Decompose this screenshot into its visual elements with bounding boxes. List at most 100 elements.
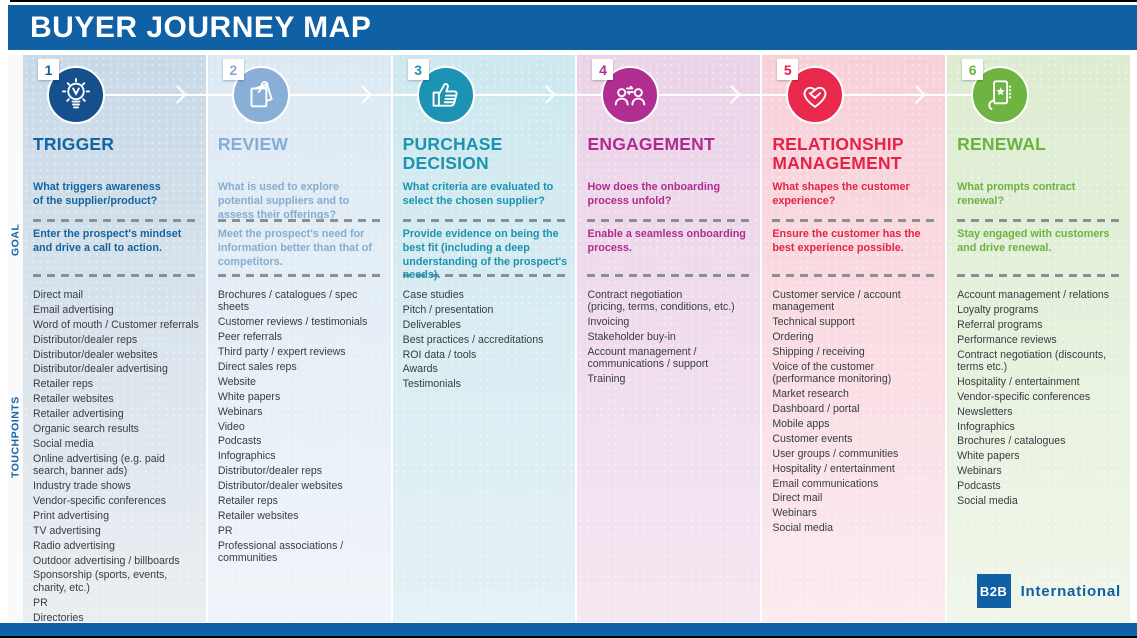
- touchpoint-item: Pitch / presentation: [402, 303, 494, 316]
- touchpoint-item: Direct sales reps: [217, 360, 297, 373]
- touchpoint-item: Website: [217, 375, 256, 388]
- touchpoint-item: Brochures / catalogues: [957, 435, 1066, 448]
- stage-column-purchase-decision: 3 PURCHASE DECISION What criteria are ev…: [390, 55, 582, 622]
- journey-content: GOAL TOUCHPOINTS: [8, 55, 1130, 624]
- arrow-right-icon: [352, 85, 372, 104]
- touchpoint-item: Testimonials: [402, 378, 461, 391]
- touchpoint-item: Social media: [957, 494, 1018, 507]
- dashed-divider: [402, 219, 568, 222]
- goal-row-label: GOAL: [9, 223, 22, 257]
- dashed-divider: [33, 219, 198, 222]
- touchpoint-item: Market research: [772, 388, 849, 401]
- stage-icon-row: 3: [390, 55, 582, 131]
- touchpoint-item: Dashboard / portal: [772, 403, 860, 416]
- touchpoint-item: Third party / expert reviews: [217, 346, 346, 359]
- stage-icon-row: 1: [33, 55, 212, 131]
- touchpoint-item: Webinars: [217, 405, 263, 418]
- lightbulb-icon: [61, 78, 91, 109]
- stage-title: REVIEW: [217, 134, 289, 154]
- touchpoint-item: Hospitality / entertainment: [772, 462, 895, 475]
- touchpoint-item: Awards: [402, 363, 438, 376]
- touchpoint-item: Ordering: [772, 331, 814, 344]
- touchpoint-item: Customer events: [772, 432, 853, 445]
- documents-pin-icon: [250, 81, 273, 108]
- stage-number-badge: 5: [777, 59, 799, 80]
- touchpoint-item: Podcasts: [217, 435, 262, 448]
- stage-title: TRIGGER: [33, 134, 115, 154]
- touchpoint-item: White papers: [217, 390, 281, 403]
- touchpoint-item: Mobile apps: [772, 418, 830, 431]
- thumbs-up-icon: [432, 83, 458, 107]
- stage-title: ENGAGEMENT: [587, 134, 715, 154]
- stage-title: RENEWAL: [957, 134, 1047, 154]
- touchpoint-item: Directories: [33, 611, 84, 624]
- dashed-divider: [772, 219, 938, 222]
- stage-number-badge: 4: [592, 59, 614, 80]
- touchpoints-list: Brochures / catalogues / spec sheets Cust…: [218, 277, 385, 564]
- touchpoint-item: Webinars: [957, 465, 1002, 478]
- stage-icon-circle: [47, 66, 105, 124]
- stage-goal: Provide evidence on being the best fit (…: [402, 228, 568, 282]
- touchpoint-item: User groups / communities: [772, 447, 899, 460]
- dashed-divider: [587, 274, 753, 277]
- journey-track-line: [575, 94, 767, 96]
- touchpoint-item: PR: [217, 524, 233, 537]
- touchpoint-item: PR: [33, 596, 48, 609]
- stage-number-badge: 1: [38, 59, 59, 80]
- touchpoint-item: TV advertising: [33, 524, 101, 537]
- touchpoint-item: Vendor-specific conferences: [957, 390, 1091, 403]
- row-labels-sidebar: GOAL TOUCHPOINTS: [8, 55, 23, 622]
- dashed-divider: [33, 274, 198, 277]
- stage-question: What prompts contract renewal?: [957, 181, 1076, 207]
- touchpoint-item: Shipping / receiving: [772, 346, 865, 359]
- touchpoint-item: Stakeholder buy-in: [587, 331, 676, 344]
- journey-track-line: [760, 94, 952, 96]
- touchpoint-item: Email advertising: [33, 303, 114, 316]
- page-title: BUYER JOURNEY MAP: [30, 10, 372, 44]
- bottom-edge-line: [0, 636, 1137, 638]
- stage-number-badge: 3: [407, 59, 429, 80]
- touchpoint-item: Infographics: [957, 420, 1015, 433]
- touchpoint-item: Technical support: [772, 316, 855, 329]
- touchpoint-item: Distributor/dealer advertising: [33, 363, 168, 376]
- stage-icon-row: 4: [575, 55, 767, 131]
- touchpoint-item: Distributor/dealer reps: [217, 465, 323, 478]
- stage-icon-circle: [231, 66, 290, 124]
- dashed-divider: [587, 219, 753, 222]
- stage-number-badge: 6: [962, 59, 984, 80]
- stage-icon-row: 6: [945, 55, 1124, 131]
- touchpoint-item: Deliverables: [402, 318, 461, 331]
- touchpoint-item: Organic search results: [33, 423, 139, 436]
- touchpoint-item: Retailer websites: [33, 393, 114, 406]
- b2b-logo-mark: B2B: [976, 574, 1011, 608]
- stage-goal: Ensure the customer has the best experie…: [772, 228, 921, 254]
- touchpoint-item: Peer referrals: [217, 331, 283, 344]
- touchpoint-item: Online advertising (e.g. paid search, ba…: [33, 452, 165, 478]
- phone-star-icon: [988, 80, 1012, 110]
- touchpoint-item: Podcasts: [957, 480, 1001, 493]
- journey-track-line: [390, 94, 582, 96]
- dashed-divider: [402, 274, 568, 277]
- people-exchange-icon: [615, 85, 646, 106]
- touchpoint-item: Social media: [33, 437, 94, 450]
- touchpoint-item: White papers: [957, 450, 1020, 463]
- touchpoint-item: Account management / communications / su…: [587, 346, 709, 371]
- arrow-right-icon: [537, 85, 557, 104]
- touchpoint-item: Sponsorship (sports, events, charity, et…: [33, 569, 168, 594]
- touchpoint-item: Contract negotiation (discounts, terms e…: [957, 348, 1107, 373]
- touchpoint-item: Distributor/dealer websites: [217, 480, 343, 493]
- touchpoint-item: Case studies: [402, 289, 464, 301]
- touchpoint-item: Brochures / catalogues / spec sheets: [217, 289, 358, 314]
- touchpoint-item: Distributor/dealer websites: [33, 348, 158, 361]
- touchpoint-item: Direct mail: [772, 492, 823, 505]
- touchpoints-list: Direct mail Email advertising Word of mout…: [33, 277, 200, 624]
- stage-goal: Enter the prospect's mindset and drive a…: [33, 228, 182, 254]
- touchpoint-item: Social media: [772, 522, 833, 535]
- dashed-divider: [957, 274, 1122, 277]
- stage-column-relationship-management: 5 RELATIONSHIP MANAGEMENT What shapes th…: [760, 55, 952, 622]
- stage-icon-row: 2: [205, 55, 397, 131]
- touchpoint-item: Invoicing: [587, 316, 630, 329]
- touchpoint-item: Newsletters: [957, 405, 1013, 418]
- touchpoint-item: Email communications: [772, 477, 879, 490]
